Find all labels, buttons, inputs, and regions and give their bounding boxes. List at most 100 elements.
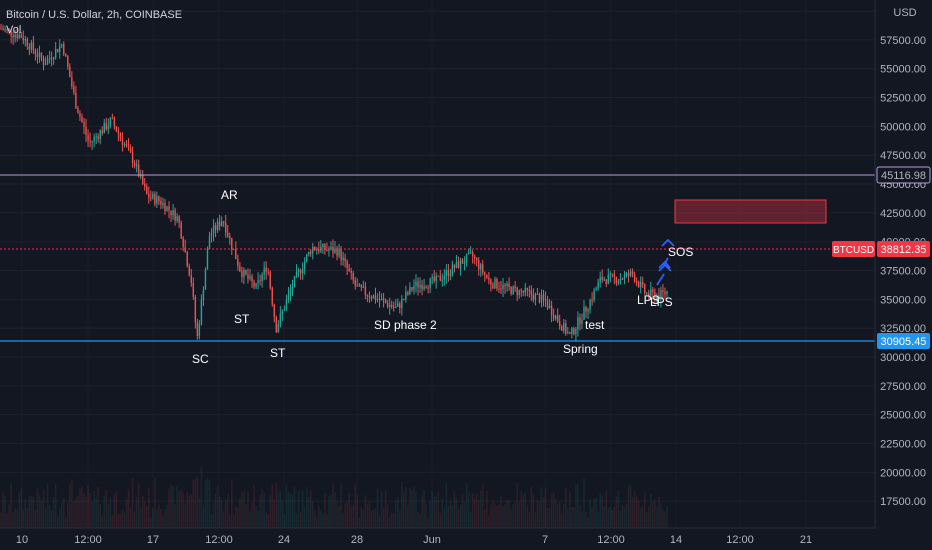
candle-body [348, 268, 350, 272]
volume-bar [147, 487, 150, 528]
candle-body [281, 310, 284, 314]
last-price-tag[interactable] [877, 241, 930, 257]
resistance-zone[interactable] [674, 199, 827, 224]
candle-body [516, 287, 518, 295]
last-price-symbol-tag[interactable] [832, 241, 875, 257]
volume-bar [145, 506, 148, 528]
candle-body [107, 125, 109, 130]
candle-body [54, 49, 57, 58]
volume-bar [212, 502, 215, 528]
candle-body [589, 299, 591, 310]
volume-bar [629, 484, 632, 528]
annotation-test: test [585, 318, 605, 332]
annotation-spring: Spring [563, 342, 598, 356]
candle-body [631, 271, 634, 275]
candle-body [91, 141, 93, 143]
volume-bar [328, 496, 330, 528]
candle-body [662, 290, 664, 292]
volume-bar [160, 509, 162, 528]
upper-level-tag[interactable] [876, 166, 931, 184]
volume-bar [378, 515, 381, 528]
volume-bar [384, 490, 387, 528]
candle-body [382, 298, 385, 301]
candle-body [208, 236, 211, 250]
volume-bar [388, 517, 391, 528]
volume-bar [103, 495, 106, 528]
lower-level-tag[interactable] [877, 333, 930, 349]
candle-body [273, 304, 275, 317]
price-axis[interactable] [875, 0, 932, 550]
volume-bar [233, 513, 235, 528]
candle-body [605, 279, 607, 284]
volume-bar [607, 507, 610, 528]
candle-body [216, 221, 219, 230]
volume-bar [115, 490, 118, 528]
volume-bar [439, 513, 442, 528]
candle-body [214, 225, 217, 230]
volume-bar [99, 504, 101, 528]
volume-bar [170, 484, 172, 528]
volume-bar [437, 491, 440, 528]
volume-bar [558, 502, 561, 528]
volume-bar [117, 513, 120, 528]
volume-bar [285, 484, 288, 528]
volume-bar [524, 492, 527, 528]
candle-body [56, 49, 59, 52]
volume-bar [330, 494, 332, 528]
candle-body [536, 293, 539, 295]
candle-body [384, 300, 387, 303]
volume-bar [401, 482, 403, 528]
volume-bar [93, 490, 95, 528]
candle-body [44, 64, 47, 66]
volume-bar [228, 514, 231, 528]
candle-body [160, 201, 162, 205]
candle-body [569, 332, 571, 334]
volume-bar [583, 478, 585, 528]
time-axis[interactable] [0, 528, 932, 550]
candle-body [484, 272, 486, 275]
volume-bar [287, 492, 290, 528]
candle-body [328, 249, 330, 251]
volume-bar [293, 486, 296, 528]
candle-body [621, 278, 624, 280]
volume-bar [603, 505, 606, 528]
volume-bar [467, 492, 470, 528]
candle-body [218, 221, 221, 226]
candle-body [0, 28, 2, 30]
volume-bar [156, 509, 158, 528]
volume-bar [85, 496, 87, 528]
volume-bar [295, 513, 298, 528]
volume-bar [346, 501, 348, 528]
candle-body [28, 46, 31, 50]
volume-bar [457, 509, 460, 528]
candle-body [360, 284, 363, 288]
volume-bar [540, 487, 543, 528]
price-tick-label: 37500.00 [880, 266, 926, 278]
candle-body [285, 300, 288, 310]
volume-bar [473, 497, 476, 528]
candle-body [340, 248, 342, 261]
volume-bar [119, 513, 122, 528]
candle-body [471, 252, 474, 257]
volume-bar [198, 497, 201, 528]
arrow-up-icon [658, 263, 672, 272]
volume-bar [200, 466, 203, 528]
volume-bar [564, 487, 567, 528]
candle-body [595, 288, 597, 291]
candle-body [186, 251, 188, 267]
volume-bar [475, 494, 478, 528]
volume-bar [291, 494, 294, 528]
volume-bar [271, 483, 274, 528]
candle-body [16, 34, 18, 39]
price-tick-label: 42500.00 [880, 208, 926, 220]
volume-bar [421, 495, 423, 528]
candle-body [425, 286, 427, 288]
volume-bar [647, 506, 650, 528]
candle-body [170, 210, 172, 216]
candle-body [629, 271, 632, 276]
candle-body [417, 281, 419, 288]
candle-body [431, 276, 433, 279]
volume-bar [52, 497, 55, 528]
candle-body [121, 138, 124, 145]
